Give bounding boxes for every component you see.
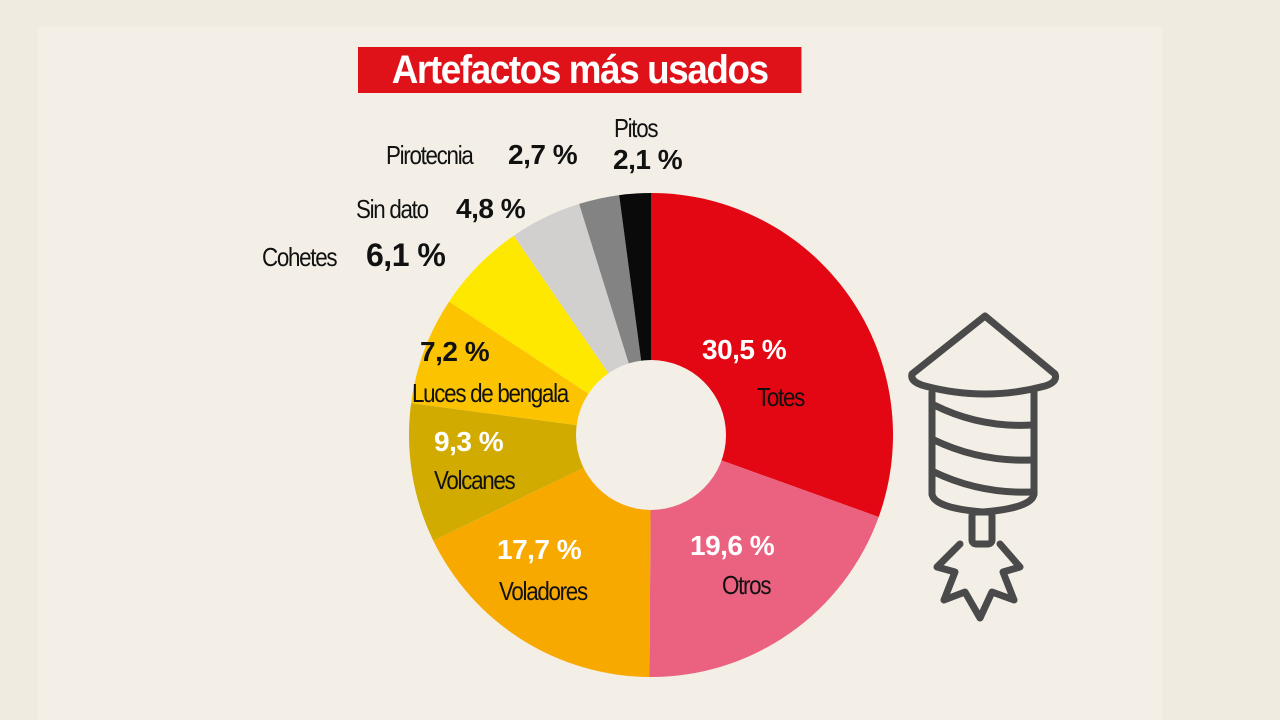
- label-totes-name: Totes: [757, 382, 805, 412]
- label-pitos-name: Pitos: [614, 113, 659, 143]
- label-pitos: 2,1 %: [613, 144, 683, 175]
- label-luces-name: Luces de bengala: [412, 378, 569, 408]
- slice-otros: [649, 435, 879, 677]
- label-totes: 30,5 %: [702, 334, 787, 365]
- label-otros: 19,6 %: [690, 530, 775, 561]
- label-volcanes: 9,3 %: [434, 426, 504, 457]
- donut-hole: [576, 360, 726, 510]
- label-pirotecnia: Pirotecnia 2,7 %: [386, 139, 578, 170]
- label-voladores: 17,7 %: [497, 534, 582, 565]
- label-cohetes: Cohetes 6,1 %: [262, 237, 446, 273]
- label-sin-dato: Sin dato 4,8 %: [356, 193, 526, 224]
- label-volcanes-name: Volcanes: [434, 465, 516, 495]
- label-voladores-name: Voladores: [499, 576, 588, 606]
- rocket-firework-icon: [908, 312, 1059, 622]
- label-luces: 7,2 %: [420, 336, 490, 367]
- slice-voladores: [433, 435, 651, 677]
- chart-title: Artefactos más usados: [358, 47, 802, 93]
- label-otros-name: Otros: [722, 570, 772, 600]
